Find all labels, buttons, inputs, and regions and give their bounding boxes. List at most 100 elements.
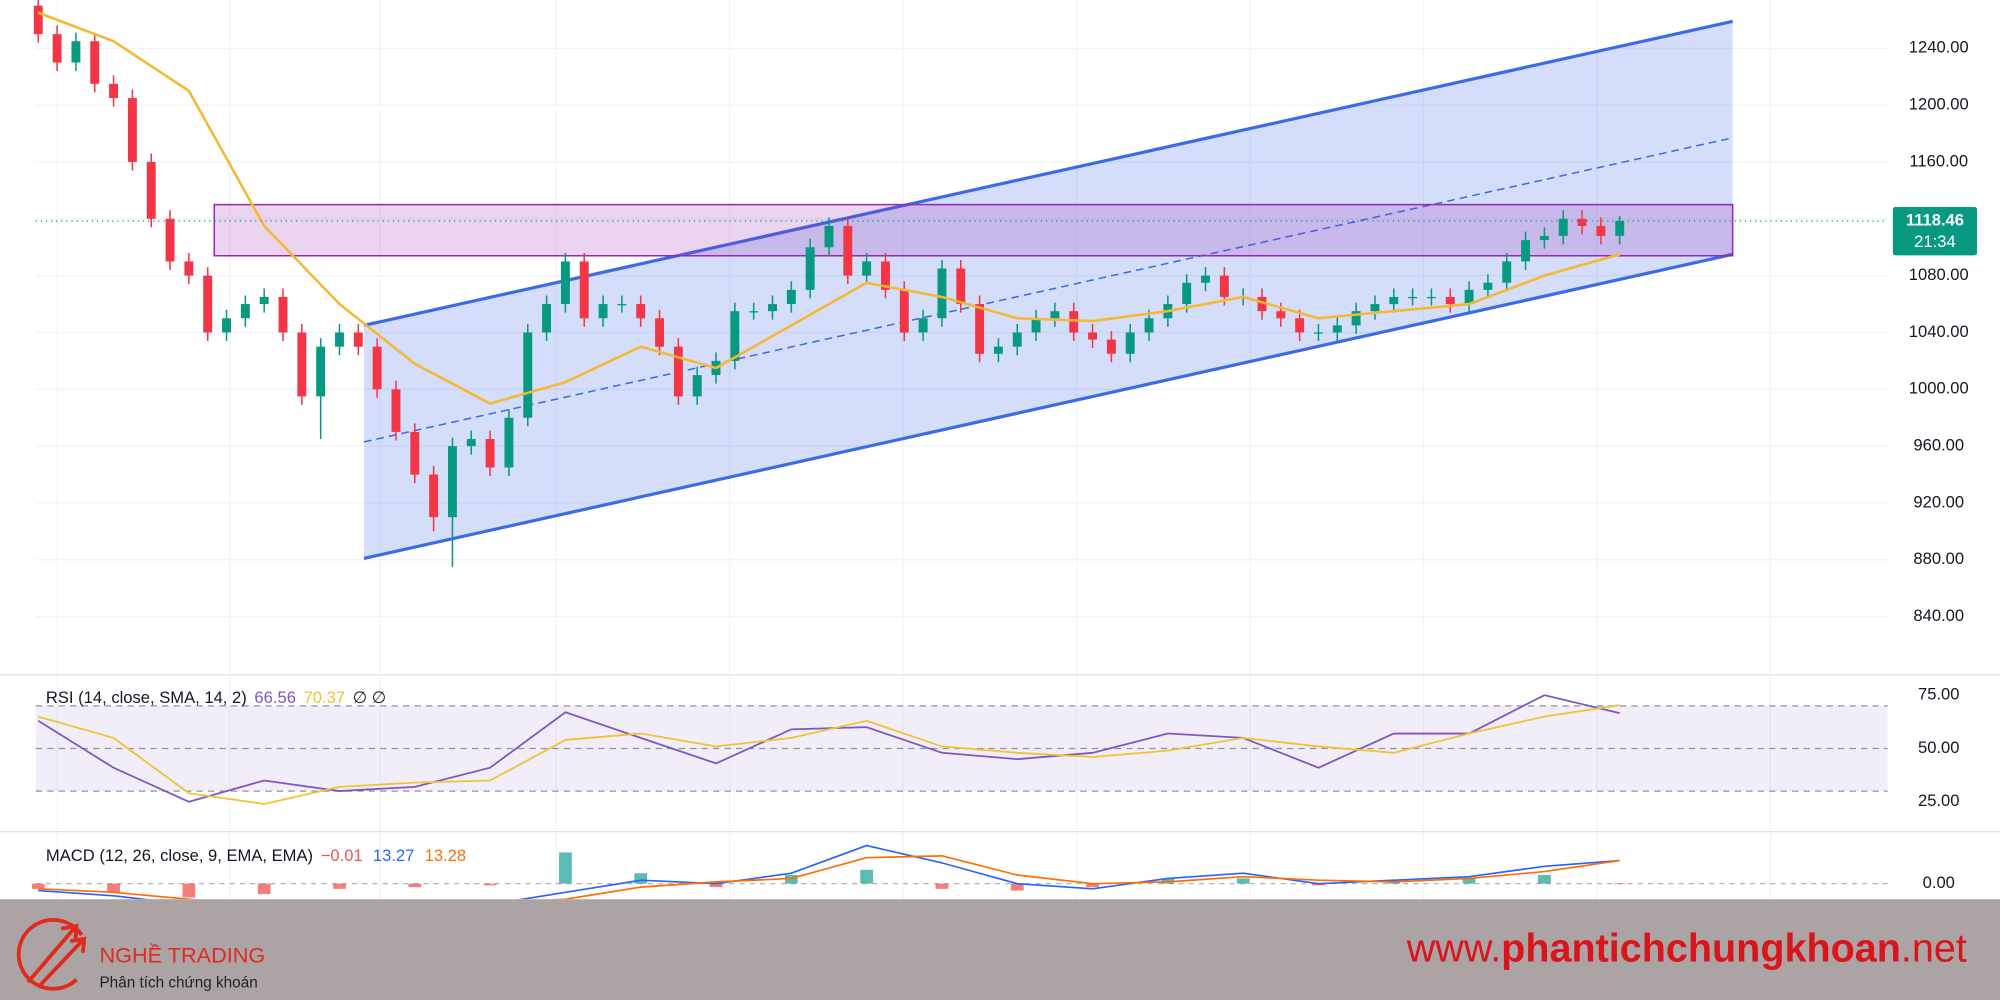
candle-body: [1483, 282, 1493, 290]
candle-body: [692, 375, 702, 397]
candle-body: [1257, 296, 1267, 312]
url-suffix: .net: [1901, 927, 1967, 971]
rsi-title: RSI (14, close, SMA, 14, 2): [46, 688, 247, 707]
candle-body: [1577, 218, 1587, 226]
candle-body: [71, 41, 81, 63]
candle-body: [1276, 311, 1286, 319]
macd-histogram-bar: [634, 873, 648, 884]
candle-body: [429, 474, 439, 518]
footer-banner: [0, 899, 2000, 1000]
last-price-label: 1118.46: [1906, 210, 1964, 229]
macd-histogram-bar: [559, 852, 572, 884]
candle-body: [1201, 275, 1210, 283]
rsi-value: 66.56: [254, 688, 296, 707]
candle-body: [636, 304, 646, 319]
candle-body: [1088, 332, 1098, 340]
candle-body: [1502, 261, 1512, 283]
macd-histogram-bar: [408, 883, 422, 888]
y-tick-label: 75.00: [1918, 685, 1960, 704]
macd-histogram-bar: [1613, 883, 1627, 885]
candle-body: [165, 218, 175, 262]
url-prefix: www.: [1406, 927, 1501, 971]
sma-line: [37, 11, 1620, 405]
y-tick-label: 1240.00: [1909, 38, 1969, 57]
candle-body: [1558, 218, 1568, 236]
y-tick-label: 1040.00: [1909, 322, 1969, 341]
rsi-sma-value: 70.37: [304, 688, 346, 707]
y-tick-label: 0.00: [1923, 873, 1955, 892]
macd-histogram-bar: [483, 883, 497, 886]
candle-body: [918, 318, 928, 333]
candle-body: [1426, 296, 1436, 299]
candle-body: [146, 161, 156, 219]
candle-body: [1370, 304, 1380, 312]
macd-histogram-bar: [333, 883, 346, 889]
channel-fill: [363, 21, 1733, 559]
macd-title: MACD (12, 26, close, 9, EMA, EMA): [46, 847, 313, 866]
macd-histogram-bar: [257, 883, 271, 895]
candle-body: [1106, 339, 1116, 354]
candle-body: [673, 346, 683, 397]
last-price-box: [1892, 206, 1978, 256]
candle-body: [485, 439, 495, 468]
macd-histogram-bar: [935, 883, 949, 889]
candle-body: [542, 304, 552, 333]
candle-body: [353, 332, 363, 347]
candle-body: [259, 296, 269, 305]
candle-body: [109, 83, 119, 99]
macd-histogram-bar: [107, 883, 120, 893]
channel-lower: [363, 252, 1733, 560]
macd-histogram-bar: [31, 883, 45, 889]
candle-body: [880, 261, 890, 290]
rsi-pane: [35, 694, 1888, 805]
candle-body: [730, 311, 740, 361]
macd-histogram-bar: [1161, 878, 1175, 884]
candle-body: [316, 346, 326, 397]
y-tick-label: 1200.00: [1909, 95, 1969, 114]
price-axis: 1240.001200.001160.001120.001080.001040.…: [1892, 38, 1978, 892]
candle-body: [843, 225, 853, 276]
candle-body: [1295, 318, 1305, 333]
y-tick-label: 25.00: [1918, 791, 1960, 810]
y-tick-label: 920.00: [1913, 492, 1964, 511]
macd-histogram-bar: [1010, 883, 1024, 891]
tagline: Phân tích chứng khoán: [99, 974, 257, 991]
url-main: phantichchungkhoan: [1501, 927, 1901, 971]
candle-body: [655, 318, 665, 347]
candle-body: [1539, 235, 1549, 241]
candle-body: [617, 304, 627, 306]
countdown: 21:34: [1914, 232, 1956, 251]
candle-body: [1069, 311, 1079, 333]
candle-body: [598, 304, 608, 319]
candle-body: [1125, 332, 1135, 354]
candle-body: [805, 247, 815, 290]
macd-histogram-bar: [1538, 874, 1551, 884]
candle-body: [1050, 311, 1060, 319]
candle-body: [372, 346, 382, 390]
candle-body: [203, 275, 213, 333]
supply-zone: [213, 203, 1734, 257]
candle-body: [937, 268, 947, 319]
candle-body: [560, 261, 570, 305]
candle-body: [1408, 296, 1418, 299]
macd-line: [38, 855, 1620, 900]
candle-body: [1615, 220, 1625, 236]
website: www.phantichchungkhoan.net: [1406, 927, 1967, 971]
macd-pane: [31, 844, 1888, 900]
y-tick-label: 880.00: [1913, 549, 1964, 568]
logo: [16, 917, 87, 991]
price-pane: [33, 0, 1888, 618]
candle-body: [1332, 325, 1342, 333]
candle-body: [862, 261, 872, 276]
candle-body: [222, 318, 231, 333]
candle-body: [466, 439, 476, 447]
macd-histogram-bar: [784, 874, 798, 884]
candle-body: [1596, 225, 1606, 236]
candle-body: [993, 346, 1003, 354]
macd-histogram-bar: [1236, 878, 1250, 884]
macd-histogram-bar: [860, 869, 874, 884]
candle-body: [297, 332, 307, 397]
signal-value: 13.28: [425, 847, 467, 866]
rsi-header: RSI (14, close, SMA, 14, 2) 66.56 70.37 ∅ ∅: [46, 688, 386, 707]
candle-body: [1521, 240, 1531, 262]
